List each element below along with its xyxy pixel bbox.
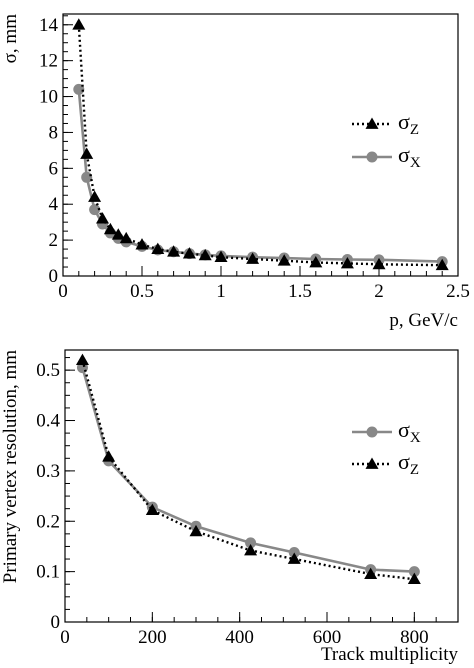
y-tick-label: 0 bbox=[49, 266, 59, 287]
series-line-x bbox=[77, 89, 443, 263]
y-tick-label: 14 bbox=[39, 15, 59, 36]
y-axis-ticks: 0 2 4 6 8 10 12 14 bbox=[39, 15, 73, 287]
legend-label-z: σZ bbox=[398, 449, 419, 478]
legend-symbol: σ bbox=[398, 109, 410, 134]
y-tick-label: 0.2 bbox=[36, 511, 60, 532]
legend-symbol: σ bbox=[398, 417, 410, 442]
data-point-z bbox=[135, 238, 149, 250]
legend-marker-z bbox=[365, 457, 379, 469]
data-point-z bbox=[145, 503, 159, 516]
data-point-z bbox=[80, 147, 94, 159]
legend-symbol: σ bbox=[398, 449, 410, 474]
data-point-z bbox=[198, 248, 212, 261]
series-line-z bbox=[81, 359, 415, 581]
y-tick-label: 6 bbox=[49, 158, 59, 179]
y-tick-label: 0.3 bbox=[36, 461, 60, 482]
data-point-x bbox=[245, 537, 257, 549]
data-point-z bbox=[407, 572, 421, 585]
data-point-z bbox=[246, 252, 260, 264]
x-tick-label: 800 bbox=[400, 627, 429, 648]
y-tick-label: 8 bbox=[49, 122, 59, 143]
data-point-z bbox=[244, 543, 258, 556]
legend-subscript: Z bbox=[410, 462, 419, 478]
y-axis-ticks: 0 0.1 0.2 0.3 0.4 0.5 bbox=[36, 360, 75, 633]
x-axis-title: Track multiplicity bbox=[321, 644, 459, 665]
x-tick-label: 2 bbox=[374, 281, 384, 302]
y-tick-label: 0.1 bbox=[36, 562, 60, 583]
data-point-z bbox=[364, 567, 378, 580]
data-point-z bbox=[72, 18, 86, 30]
data-point-z bbox=[167, 245, 181, 257]
series-z bbox=[75, 353, 421, 585]
data-point-z bbox=[214, 250, 228, 263]
x-tick-label: 1 bbox=[216, 281, 226, 302]
chart-panel-2: 0 200 400 600 800 0 0.1 0.2 0.3 0.4 0.5 Track multi… bbox=[0, 349, 459, 665]
y-tick-label: 0.4 bbox=[36, 411, 60, 432]
legend-label-x: σX bbox=[398, 142, 421, 171]
data-point-z bbox=[119, 231, 133, 244]
data-point-x bbox=[288, 546, 300, 558]
x-tick-label: 1.5 bbox=[288, 281, 312, 302]
data-point-z bbox=[75, 353, 89, 365]
data-point-z bbox=[111, 228, 125, 240]
y-axis-title: σ, mm bbox=[0, 14, 21, 64]
data-point-z bbox=[151, 242, 165, 254]
data-point-z bbox=[88, 190, 102, 202]
x-axis-title: p, GeV/c bbox=[389, 310, 458, 331]
data-point-z bbox=[287, 552, 301, 564]
legend-subscript: X bbox=[410, 430, 421, 446]
x-axis-ticks: 0 0.5 1 1.5 2 2.5 bbox=[58, 266, 470, 302]
x-tick-label: 400 bbox=[225, 627, 254, 648]
legend-marker-x bbox=[366, 151, 378, 163]
legend-marker-z bbox=[365, 117, 379, 129]
series-z bbox=[72, 18, 449, 271]
minor-ticks bbox=[64, 357, 459, 623]
data-point-z bbox=[96, 212, 109, 224]
data-point-z bbox=[435, 258, 449, 271]
y-tick-label: 4 bbox=[49, 194, 59, 215]
legend-subscript: X bbox=[410, 155, 421, 171]
series-line-z bbox=[77, 24, 443, 267]
data-point-z bbox=[277, 254, 291, 266]
x-tick-label: 200 bbox=[138, 627, 167, 648]
plot-frame bbox=[62, 13, 459, 277]
data-point-z bbox=[182, 247, 196, 259]
y-tick-label: 2 bbox=[49, 230, 59, 251]
legend-symbol: σ bbox=[398, 142, 410, 167]
data-point-z bbox=[372, 257, 386, 270]
data-point-z bbox=[340, 256, 354, 269]
y-tick-label: 12 bbox=[39, 51, 58, 72]
x-tick-label: 0.5 bbox=[130, 281, 154, 302]
series-line-x bbox=[81, 367, 415, 573]
y-tick-label: 0 bbox=[51, 612, 61, 633]
data-point-x bbox=[408, 566, 420, 578]
x-axis-ticks: 0 200 400 600 800 bbox=[60, 612, 429, 648]
data-point-z bbox=[189, 524, 203, 537]
data-point-x bbox=[89, 204, 101, 216]
minor-ticks bbox=[62, 15, 459, 277]
data-point-z bbox=[309, 256, 323, 268]
data-point-z bbox=[102, 450, 116, 462]
x-tick-label: 2.5 bbox=[446, 281, 470, 302]
series-x bbox=[76, 362, 420, 578]
data-point-z bbox=[103, 222, 117, 235]
y-tick-label: 10 bbox=[39, 87, 58, 108]
y-axis-title: Primary vertex resolution, mm bbox=[0, 350, 21, 583]
x-tick-label: 600 bbox=[313, 627, 342, 648]
plot-frame bbox=[64, 349, 459, 623]
legend-label-x: σX bbox=[398, 417, 421, 446]
legend-label-z: σZ bbox=[398, 109, 419, 138]
legend-marker-x bbox=[366, 426, 378, 438]
legend-subscript: Z bbox=[410, 122, 419, 138]
y-tick-label: 0.5 bbox=[36, 360, 60, 381]
x-tick-label: 0 bbox=[58, 281, 68, 302]
x-tick-label: 0 bbox=[60, 627, 70, 648]
